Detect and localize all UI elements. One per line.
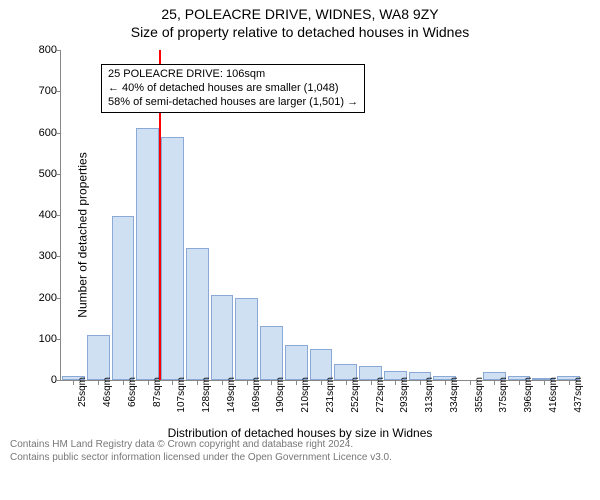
- y-tick-label: 300: [23, 250, 57, 262]
- annotation-box: 25 POLEACRE DRIVE: 106sqm ← 40% of detac…: [101, 64, 365, 113]
- page-subtitle: Size of property relative to detached ho…: [0, 22, 600, 40]
- y-tick-label: 100: [23, 333, 57, 345]
- y-tick-mark: [56, 91, 61, 92]
- y-tick-mark: [56, 174, 61, 175]
- histogram-bar: [112, 216, 135, 380]
- histogram-bar: [136, 128, 159, 380]
- y-tick-label: 700: [23, 85, 57, 97]
- chart-container: Number of detached properties 0100200300…: [0, 40, 600, 430]
- histogram-bar: [260, 326, 283, 380]
- annotation-line-2: ← 40% of detached houses are smaller (1,…: [108, 82, 358, 96]
- y-tick-mark: [56, 215, 61, 216]
- y-tick-label: 600: [23, 127, 57, 139]
- annotation-line-3: 58% of semi-detached houses are larger (…: [108, 96, 358, 110]
- y-tick-label: 500: [23, 168, 57, 180]
- x-axis-label: Distribution of detached houses by size …: [0, 384, 600, 440]
- histogram-bar: [87, 335, 110, 380]
- y-tick-mark: [56, 133, 61, 134]
- footer-line-2: Contains public sector information licen…: [10, 451, 590, 464]
- histogram-bar: [310, 349, 333, 380]
- y-tick-mark: [56, 256, 61, 257]
- plot-area: 010020030040050060070080025sqm46sqm66sqm…: [60, 50, 581, 381]
- histogram-bar: [285, 345, 308, 380]
- y-tick-mark: [56, 339, 61, 340]
- y-tick-mark: [56, 50, 61, 51]
- y-tick-label: 800: [23, 44, 57, 56]
- histogram-bar: [161, 137, 184, 380]
- histogram-bar: [235, 298, 258, 381]
- histogram-bar: [211, 295, 234, 380]
- y-tick-label: 200: [23, 292, 57, 304]
- histogram-bar: [186, 248, 209, 380]
- page-title: 25, POLEACRE DRIVE, WIDNES, WA8 9ZY: [0, 0, 600, 22]
- annotation-line-1: 25 POLEACRE DRIVE: 106sqm: [108, 68, 358, 82]
- y-tick-label: 400: [23, 209, 57, 221]
- y-tick-mark: [56, 298, 61, 299]
- y-tick-mark: [56, 380, 61, 381]
